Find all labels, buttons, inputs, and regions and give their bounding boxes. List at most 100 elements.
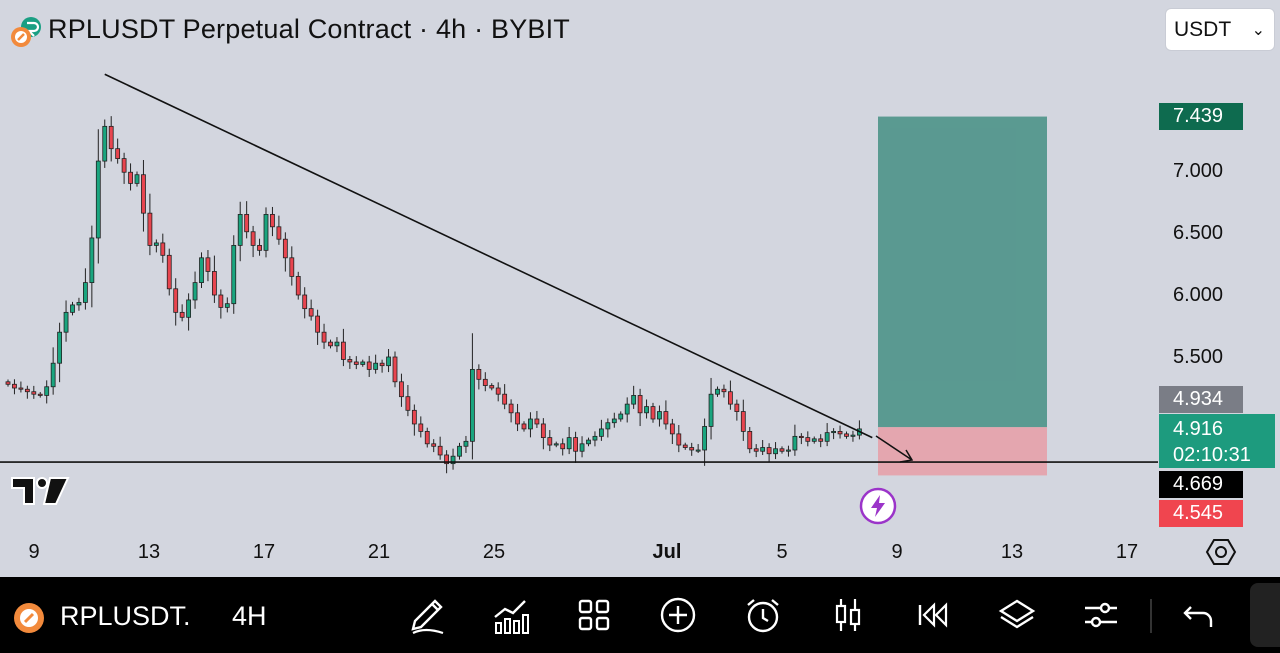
projection-arrow[interactable] (875, 435, 914, 463)
time-axis-label: 17 (1115, 541, 1139, 563)
candle (792, 424, 798, 456)
candle-body (747, 430, 753, 450)
time-axis-label: 25 (482, 541, 506, 563)
candle-body (657, 411, 662, 420)
candle (224, 297, 230, 313)
candle (160, 233, 166, 263)
candle-body (818, 438, 824, 442)
candle-body (18, 387, 24, 390)
candle (31, 385, 37, 399)
lightning-icon[interactable] (859, 487, 897, 525)
candle (205, 250, 211, 282)
currency-dropdown[interactable]: USDT ⌄ (1165, 8, 1275, 51)
candle (773, 442, 778, 460)
candle-body (431, 443, 437, 447)
candle-body (540, 423, 546, 438)
indicators-icon[interactable] (489, 593, 533, 637)
chart-settings-icon[interactable] (1205, 536, 1237, 568)
settings-sliders-icon[interactable] (1079, 593, 1123, 637)
candle-body (83, 282, 88, 303)
pencil-icon[interactable] (405, 593, 449, 637)
candle-body (644, 406, 649, 414)
candle (476, 364, 482, 390)
toolbar-symbol-button[interactable]: RPLUSDT. (60, 601, 191, 631)
undo-icon[interactable] (1177, 593, 1221, 637)
layers-icon[interactable] (995, 593, 1039, 637)
candle-body (566, 437, 572, 450)
candle (63, 300, 69, 342)
alert-icon[interactable] (741, 593, 785, 637)
candle-body (57, 331, 62, 364)
candle (457, 442, 462, 460)
candle (121, 152, 127, 184)
candle (663, 400, 669, 430)
drawings[interactable] (0, 73, 1158, 463)
candle (134, 171, 140, 187)
profit-zone[interactable] (878, 116, 1047, 428)
candle-body (463, 440, 469, 447)
candle-body (837, 430, 843, 435)
candle-body (37, 393, 43, 396)
candle (721, 384, 727, 398)
candle-body (824, 432, 830, 442)
toolbar-interval-button[interactable]: 4H (232, 601, 267, 631)
candle (76, 297, 82, 311)
candle (308, 299, 314, 321)
candle-body (489, 385, 495, 389)
candle-body (257, 244, 262, 251)
candle-body (521, 423, 527, 430)
candle (270, 206, 275, 237)
time-axis-label: 21 (367, 541, 391, 563)
candle-body (76, 302, 82, 306)
candle (624, 397, 630, 423)
stop-zone[interactable] (878, 427, 1047, 476)
candle (431, 439, 437, 453)
candle-body (792, 435, 798, 451)
candle-body (179, 311, 185, 318)
candle-body (437, 445, 443, 456)
candle-body (302, 294, 308, 310)
candle-body (534, 418, 540, 425)
candle (115, 138, 121, 164)
candle (373, 354, 379, 374)
candle-body (457, 445, 462, 457)
replay-icon[interactable] (910, 593, 954, 637)
candle-body (31, 391, 37, 395)
candle-body (469, 368, 475, 442)
candle-body (289, 257, 295, 277)
candle-body (250, 231, 256, 246)
templates-icon[interactable] (572, 593, 616, 637)
candle-body (205, 257, 211, 272)
candle (669, 418, 675, 444)
symbol-logo-icon (14, 603, 44, 633)
candle-body (663, 411, 669, 425)
candle-body (547, 437, 553, 446)
candle (798, 433, 804, 445)
candle (405, 384, 411, 417)
candle (437, 436, 443, 460)
candle-body (637, 395, 643, 414)
candle (637, 388, 643, 427)
candle (644, 399, 649, 419)
candle (547, 430, 553, 452)
price-chart[interactable] (0, 0, 1280, 577)
long-position-tool[interactable] (878, 116, 1047, 476)
trendline[interactable] (104, 73, 873, 439)
candle-body (508, 403, 514, 414)
candle (12, 379, 17, 395)
candle (141, 159, 146, 232)
candle-body (405, 396, 411, 411)
candle-body (786, 449, 791, 452)
candle-body (650, 406, 656, 420)
candle-body (379, 362, 385, 367)
candle-body (482, 378, 488, 386)
more-tools-handle[interactable] (1250, 583, 1280, 647)
candle (528, 412, 533, 438)
candle-body (715, 388, 720, 395)
candle-body (753, 448, 759, 452)
candles-icon[interactable] (826, 593, 870, 637)
candle (83, 268, 88, 310)
add-icon[interactable] (656, 593, 700, 637)
candle-body (573, 437, 578, 452)
candle (244, 201, 250, 239)
